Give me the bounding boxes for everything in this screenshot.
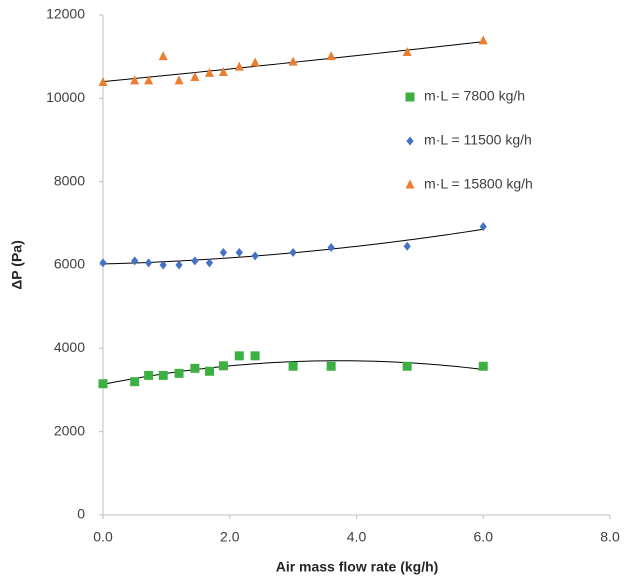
x-tick-label: 4.0 [347,529,367,545]
y-tick-label: 10000 [46,89,85,105]
point [190,363,200,373]
x-axis-title: Air mass flow rate (kg/h) [276,559,439,575]
point [159,260,167,270]
point [130,377,140,387]
point [174,368,184,378]
point [289,248,297,257]
point [131,256,139,266]
y-tick-label: 2000 [54,422,85,438]
point [402,47,412,56]
point [479,222,487,232]
point [250,351,260,361]
point [250,57,260,67]
point [234,61,244,71]
point [402,361,412,371]
point [158,370,168,380]
point [190,72,200,81]
point [205,258,214,268]
x-tick-label: 0.0 [93,529,113,545]
point [204,67,214,77]
point [98,77,108,86]
y-tick-label: 0 [77,506,85,522]
point [251,251,259,261]
point [327,243,335,252]
legend-marker [405,92,415,102]
point [145,258,153,268]
point [234,351,244,361]
legend-label: m·L = 15800 kg/h [424,176,533,192]
point [98,379,108,389]
legend-label: m·L = 7800 kg/h [424,88,525,104]
point [218,67,228,76]
point [144,370,154,380]
trendline [102,228,484,265]
point [158,51,168,61]
y-axis-title: ΔP (Pa) [9,240,25,290]
point [174,75,184,85]
point [235,248,243,257]
y-tick-label: 6000 [54,256,85,272]
legend-label: m·L = 11500 kg/h [424,132,532,148]
y-tick-label: 8000 [54,172,85,188]
point [326,361,336,371]
point [288,56,298,66]
point [191,256,199,266]
x-tick-label: 8.0 [600,529,620,545]
point [478,361,488,371]
point [403,241,411,251]
point [288,361,298,371]
point [144,75,154,85]
x-tick-label: 6.0 [474,529,494,545]
y-tick-label: 4000 [54,339,85,355]
point [219,248,228,257]
point [130,75,140,85]
point [204,366,214,376]
point [478,35,488,45]
x-tick-label: 2.0 [220,529,240,545]
legend-marker [405,179,415,189]
point [326,51,336,61]
y-tick-label: 12000 [46,6,85,22]
point [175,260,183,270]
point [218,361,228,371]
point [99,258,107,268]
legend-marker [406,136,414,146]
